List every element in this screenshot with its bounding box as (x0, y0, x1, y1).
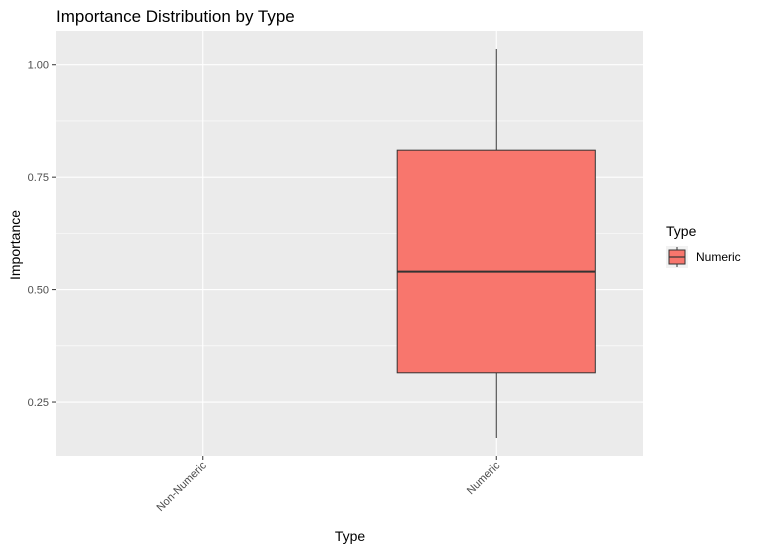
legend-item-label: Numeric (696, 250, 741, 264)
y-tick-label: 0.25 (28, 397, 49, 409)
x-axis-title: Type (335, 528, 366, 544)
y-axis-title: Importance (7, 210, 23, 280)
box-body (396, 149, 596, 374)
legend-title: Type (666, 223, 697, 239)
legend-item: Numeric (666, 246, 741, 268)
x-tick-label: Numeric (465, 459, 503, 497)
boxes (396, 48, 596, 439)
chart-title: Importance Distribution by Type (56, 7, 295, 26)
x-tick-label: Non-Numeric (155, 459, 210, 514)
box-numeric (396, 48, 596, 439)
legend: Type Numeric (666, 223, 741, 268)
y-tick-label: 1.00 (28, 60, 49, 72)
y-tick-label: 0.50 (28, 285, 49, 297)
legend-items: Numeric (666, 246, 741, 268)
y-tick-label: 0.75 (28, 172, 49, 184)
